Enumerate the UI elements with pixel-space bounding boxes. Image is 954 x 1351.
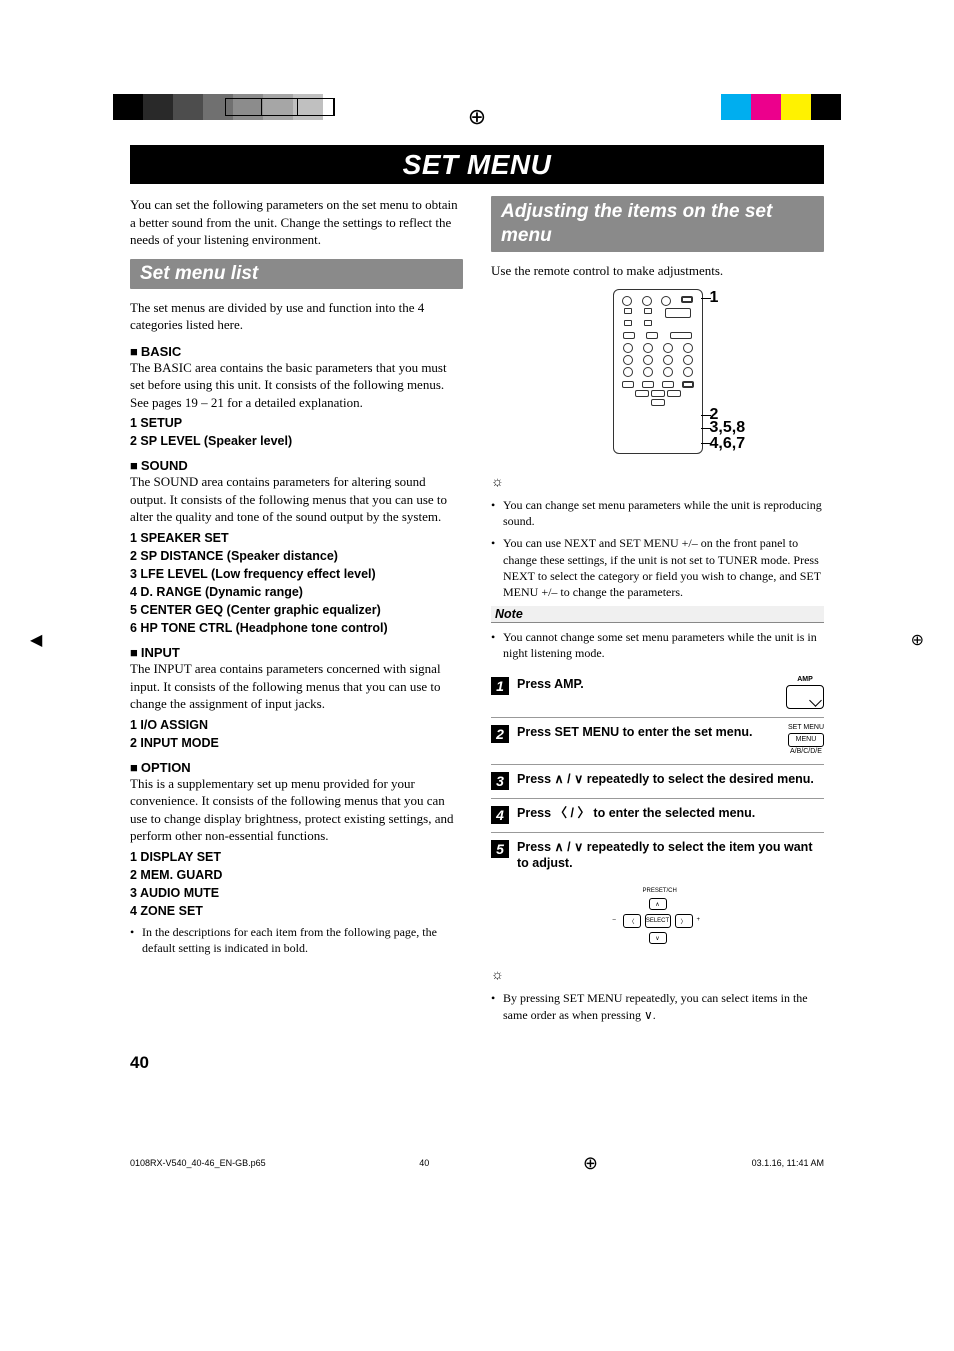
page-number: 40 (130, 1053, 824, 1073)
left-crop-arrow-icon: ◀ (30, 630, 42, 650)
menu-item: 1 SETUP (130, 416, 463, 430)
left-column: You can set the following parameters on … (130, 196, 463, 1023)
up-down-arrow-icon: ∧ / ∨ (555, 840, 584, 854)
step-text: Press ∧ / ∨ repeatedly to select the des… (517, 771, 824, 788)
dpad-right-icon: 〉 (675, 914, 693, 928)
final-tip: By pressing SET MENU repeatedly, you can… (491, 990, 824, 1022)
note-text: You cannot change some set menu paramete… (491, 629, 824, 661)
callout-467: 4,6,7 (710, 435, 746, 453)
step-number-icon: 1 (491, 677, 509, 695)
tip-1: You can change set menu parameters while… (491, 497, 824, 529)
menu-item: 4 D. RANGE (Dynamic range) (130, 585, 463, 599)
step-text: Press ∧ / ∨ repeatedly to select the ite… (517, 839, 824, 873)
step-number-icon: 4 (491, 806, 509, 824)
footer: 0108RX-V540_40-46_EN-GB.p65 40 ⊕ 03.1.16… (0, 1153, 954, 1214)
cmyk-swatches (721, 94, 841, 120)
footer-page: 40 (419, 1158, 429, 1168)
down-arrow-icon: ∨ (644, 1008, 653, 1022)
step-aside: SET MENU MENU A/B/C/D/E (788, 724, 824, 755)
step-5: 5 Press ∧ / ∨ repeatedly to select the i… (491, 833, 824, 881)
menu-item: 4 ZONE SET (130, 904, 463, 918)
menu-item: 3 AUDIO MUTE (130, 886, 463, 900)
step-aside: AMP (786, 676, 824, 710)
menu-item: 2 SP DISTANCE (Speaker distance) (130, 549, 463, 563)
sound-items: 1 SPEAKER SET 2 SP DISTANCE (Speaker dis… (130, 531, 463, 635)
step-2: 2 Press SET MENU to enter the set menu. … (491, 718, 824, 764)
option-heading: ■OPTION (130, 760, 463, 775)
page-title: SET MENU (130, 145, 824, 184)
dpad-down-icon: ∨ (649, 932, 667, 944)
input-items: 1 I/O ASSIGN 2 INPUT MODE (130, 718, 463, 750)
tip-2: You can use NEXT and SET MENU +/– on the… (491, 535, 824, 600)
right-crop-crosshair-icon: ⊕ (911, 630, 924, 650)
dpad-up-icon: ∧ (649, 898, 667, 910)
crosshair-icon: ⊕ (468, 104, 486, 130)
set-menu-list-intro: The set menus are divided by use and fun… (130, 299, 463, 334)
footer-timestamp: 03.1.16, 11:41 AM (752, 1158, 824, 1168)
sound-text: The SOUND area contains parameters for a… (130, 473, 463, 526)
input-heading: ■INPUT (130, 645, 463, 660)
option-note: In the descriptions for each item from t… (130, 924, 463, 956)
menu-item: 1 SPEAKER SET (130, 531, 463, 545)
menu-item: 1 I/O ASSIGN (130, 718, 463, 732)
callout-1: 1 (710, 289, 719, 307)
tip-icon (491, 966, 824, 984)
dpad-figure: PRESET/CH ∧ ∨ 〈 〉 SELECT – + (613, 888, 703, 958)
step-3: 3 Press ∧ / ∨ repeatedly to select the d… (491, 765, 824, 799)
basic-items: 1 SETUP 2 SP LEVEL (Speaker level) (130, 416, 463, 448)
option-text: This is a supplementary set up menu prov… (130, 775, 463, 845)
dpad-left-icon: 〈 (623, 914, 641, 928)
step-text: Press AMP. (517, 676, 778, 693)
menu-item: 6 HP TONE CTRL (Headphone tone control) (130, 621, 463, 635)
intro-paragraph: You can set the following parameters on … (130, 196, 463, 249)
set-menu-list-heading: Set menu list (130, 259, 463, 289)
basic-text: The BASIC area contains the basic parame… (130, 359, 463, 412)
tip-icon (491, 473, 824, 491)
up-down-arrow-icon: ∧ / ∨ (555, 772, 584, 786)
adjusting-heading: Adjusting the items on the set menu (491, 196, 824, 252)
step-number-icon: 5 (491, 840, 509, 858)
left-right-arrow-icon: 〈 / 〉 (555, 806, 590, 820)
option-items: 1 DISPLAY SET 2 MEM. GUARD 3 AUDIO MUTE … (130, 850, 463, 918)
step-text: Press 〈 / 〉 to enter the selected menu. (517, 805, 824, 822)
footer-crosshair-icon: ⊕ (583, 1153, 598, 1174)
note-heading: Note (491, 606, 824, 623)
print-registration-marks: ⊕ (0, 40, 954, 100)
registration-lines (225, 98, 335, 116)
step-4: 4 Press 〈 / 〉 to enter the selected menu… (491, 799, 824, 833)
basic-heading: ■BASIC (130, 344, 463, 359)
menu-item: 2 MEM. GUARD (130, 868, 463, 882)
menu-item: 2 SP LEVEL (Speaker level) (130, 434, 463, 448)
remote-control-figure: 1 2 3,5,8 4,6,7 (603, 289, 713, 469)
dpad-select: SELECT (645, 914, 671, 928)
adjusting-intro: Use the remote control to make adjustmen… (491, 262, 824, 280)
step-1: 1 Press AMP. AMP (491, 670, 824, 719)
right-column: Adjusting the items on the set menu Use … (491, 196, 824, 1023)
menu-item: 3 LFE LEVEL (Low frequency effect level) (130, 567, 463, 581)
step-number-icon: 3 (491, 772, 509, 790)
step-text: Press SET MENU to enter the set menu. (517, 724, 780, 741)
footer-file: 0108RX-V540_40-46_EN-GB.p65 (130, 1158, 266, 1168)
menu-item: 2 INPUT MODE (130, 736, 463, 750)
menu-item: 1 DISPLAY SET (130, 850, 463, 864)
sound-heading: ■SOUND (130, 458, 463, 473)
step-number-icon: 2 (491, 725, 509, 743)
menu-item: 5 CENTER GEQ (Center graphic equalizer) (130, 603, 463, 617)
input-text: The INPUT area contains parameters conce… (130, 660, 463, 713)
